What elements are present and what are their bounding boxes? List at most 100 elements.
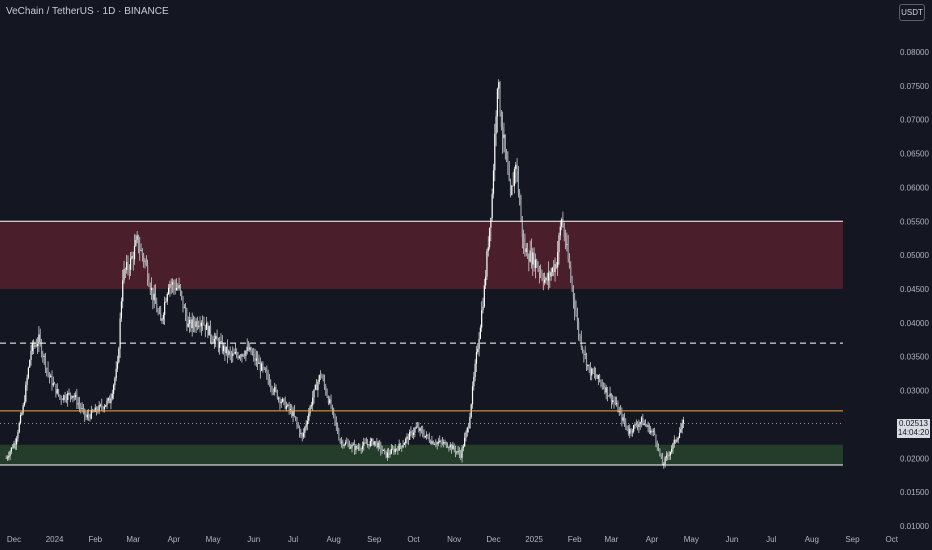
candle-body (598, 374, 601, 381)
candle-body (591, 368, 593, 376)
candle-body (394, 448, 396, 453)
candle-body (127, 261, 129, 269)
currency-button[interactable]: USDT (899, 4, 925, 21)
candle-body (545, 277, 547, 280)
candle-body (547, 272, 550, 281)
candle-body (460, 453, 462, 458)
candle-body (605, 387, 607, 393)
candle-body (63, 395, 65, 400)
candle-body (232, 353, 234, 357)
candle-body (389, 453, 391, 455)
candle-body (650, 430, 652, 433)
candle-body (302, 432, 305, 437)
candle-body (270, 385, 272, 388)
candle-body (17, 432, 19, 439)
candle-body (112, 385, 115, 394)
candle-body (267, 373, 269, 380)
candle-body (380, 444, 382, 451)
candles-layer (5, 79, 685, 469)
candle-body (388, 452, 390, 455)
candle-body (602, 385, 605, 388)
candle-body (416, 426, 419, 428)
candle-body (681, 423, 683, 429)
candle-body (439, 440, 441, 443)
candle-body (613, 400, 615, 403)
time-tick-label: Jul (766, 535, 776, 544)
candle-body (140, 249, 142, 251)
candle-body (600, 380, 602, 383)
time-tick-label: Sep (367, 535, 382, 544)
candle-body (251, 353, 254, 355)
candle-body (508, 173, 510, 182)
candle-body (494, 133, 496, 171)
candle-body (12, 447, 14, 449)
candle-body (401, 445, 403, 448)
candle-body (447, 447, 449, 448)
candle-body (329, 399, 331, 404)
candle-body (118, 348, 120, 363)
candle-body (477, 348, 479, 353)
bar-countdown: 14:04:20 (897, 428, 930, 437)
candle-body (268, 379, 271, 386)
candle-body (44, 355, 47, 369)
candle-body (452, 445, 454, 450)
candle-body (559, 226, 561, 236)
candle-body (137, 235, 140, 250)
candle-body (181, 291, 183, 297)
candle-body (128, 268, 130, 270)
candle-body (373, 441, 375, 445)
candle-body (295, 416, 297, 420)
candle-body (643, 423, 645, 426)
candle-body (106, 400, 108, 406)
candle-body (502, 127, 504, 138)
candle-body (360, 449, 362, 450)
candle-body (90, 409, 92, 419)
candle-body (194, 324, 196, 327)
time-tick-label: Mar (126, 535, 140, 544)
candle-body (278, 398, 280, 400)
candle-body (199, 325, 201, 327)
candle-body (293, 410, 295, 417)
candle-body (271, 387, 273, 391)
candle-body (524, 245, 526, 253)
candle-body (445, 442, 447, 448)
candle-body (532, 252, 534, 265)
candle-body (72, 395, 74, 399)
time-tick-label: Nov (447, 535, 461, 544)
candle-body (259, 362, 261, 371)
time-axis[interactable]: Dec 2024 Feb Mar Apr May Jun Jul Aug Sep Oct Nov Dec… (7, 535, 899, 544)
candle-body (217, 340, 219, 348)
candle-body (409, 432, 411, 440)
candle-body (305, 424, 307, 428)
candle-body (580, 336, 582, 347)
price-tick-label: 0.06500 (900, 150, 929, 159)
candle-body (141, 249, 143, 256)
candle-body (343, 444, 345, 446)
candle-body (393, 449, 395, 453)
candle-body (249, 347, 251, 350)
candle-body (84, 408, 86, 416)
candle-body (546, 277, 548, 281)
candle-body (450, 444, 453, 450)
candle-body (285, 405, 288, 409)
candle-body (43, 355, 45, 357)
candle-body (350, 447, 352, 449)
candle-body (225, 346, 227, 353)
zones-layer (0, 221, 843, 466)
candle-body (276, 390, 278, 399)
price-tick-label: 0.04000 (900, 319, 929, 328)
price-tick-label: 0.01500 (900, 488, 929, 497)
candle-body (593, 372, 595, 374)
candle-body (616, 403, 618, 405)
candle-body (509, 181, 512, 196)
candle-body (124, 269, 126, 270)
candle-body (339, 439, 341, 443)
candle-body (56, 389, 58, 394)
candle-body (47, 368, 49, 373)
price-axis[interactable]: 0.08000 0.07500 0.07000 0.06500 0.06000 0.055… (900, 48, 929, 531)
candle-body (334, 413, 336, 421)
candle-body (89, 416, 91, 419)
candle-body (317, 381, 319, 391)
candle-body (622, 417, 624, 421)
